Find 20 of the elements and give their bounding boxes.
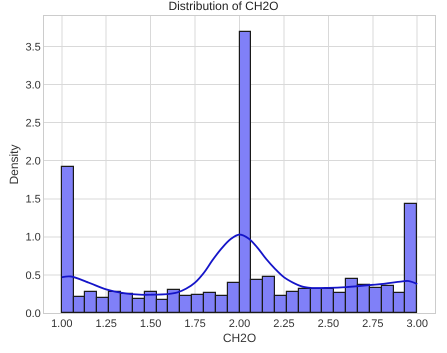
y-tick-label: 3.0 [26, 79, 41, 92]
chart-title: Distribution of CH2O [168, 0, 279, 14]
x-tick-label: 2.50 [318, 318, 340, 330]
x-tick-label: 3.00 [406, 318, 428, 330]
y-tick-label: 1.0 [26, 232, 41, 244]
x-tick-label: 1.75 [184, 318, 206, 330]
y-tick-label: 1.5 [26, 194, 41, 206]
y-axis-title: Density [6, 144, 21, 185]
x-tick-label: 1.25 [95, 318, 117, 330]
x-tick-label: 2.25 [273, 318, 295, 330]
y-tick-label: 2.5 [26, 117, 41, 130]
x-tick-label: 1.00 [51, 318, 72, 330]
x-tick-label: 2.00 [228, 318, 250, 330]
x-axis-title: CH2O [222, 331, 256, 346]
x-tick-label: 2.75 [362, 318, 384, 330]
y-tick-label: 0.5 [26, 270, 41, 282]
y-tick-label: 3.5 [26, 41, 41, 54]
y-tick-label: 0.0 [26, 308, 41, 320]
x-tick-label: 1.50 [140, 318, 162, 330]
y-tick-label: 2.0 [26, 156, 41, 168]
